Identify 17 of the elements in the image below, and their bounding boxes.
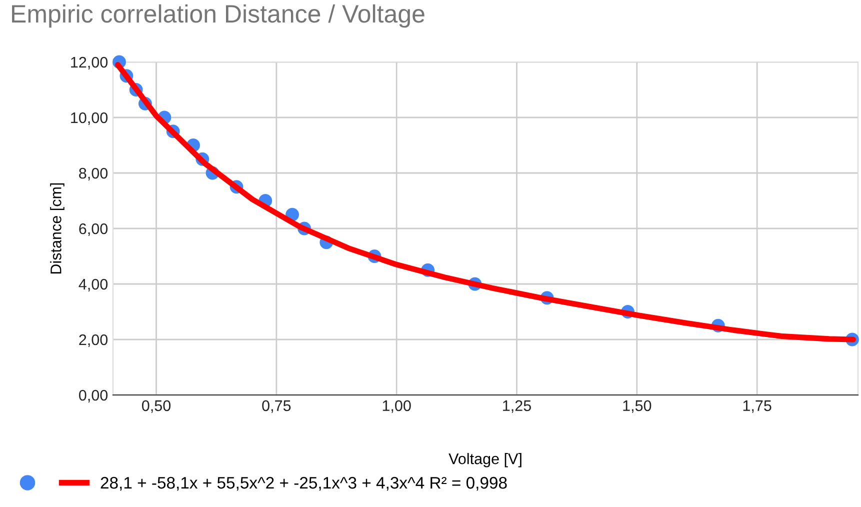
x-tick-label: 1,50 bbox=[623, 400, 652, 413]
x-axis-title: Voltage [V] bbox=[448, 452, 522, 468]
y-tick-label: 4,00 bbox=[78, 278, 108, 292]
chart-title: Empiric correlation Distance / Voltage bbox=[12, 4, 424, 28]
legend-label: 28,1 + -58,1x + 55,5x^2 + -25,1x^3 + 4,3x^4 R² = 0,998 bbox=[100, 476, 507, 491]
x-tick-label: 1,75 bbox=[743, 400, 772, 413]
y-axis-title: Distance [cm] bbox=[50, 183, 64, 274]
y-tick-label: 0,00 bbox=[79, 390, 108, 402]
y-tick-label: 10,00 bbox=[71, 112, 108, 125]
x-tick-label: 1,00 bbox=[382, 400, 411, 413]
x-tick-label: 1,25 bbox=[503, 400, 531, 413]
y-tick-label: 8,00 bbox=[79, 168, 108, 180]
x-tick-label: 0,50 bbox=[142, 400, 171, 413]
y-tick-label: 6,00 bbox=[79, 223, 108, 236]
y-tick-label: 12,00 bbox=[71, 56, 108, 70]
y-tick-label: 2,00 bbox=[79, 334, 108, 347]
x-tick-label: 0,75 bbox=[262, 400, 291, 413]
